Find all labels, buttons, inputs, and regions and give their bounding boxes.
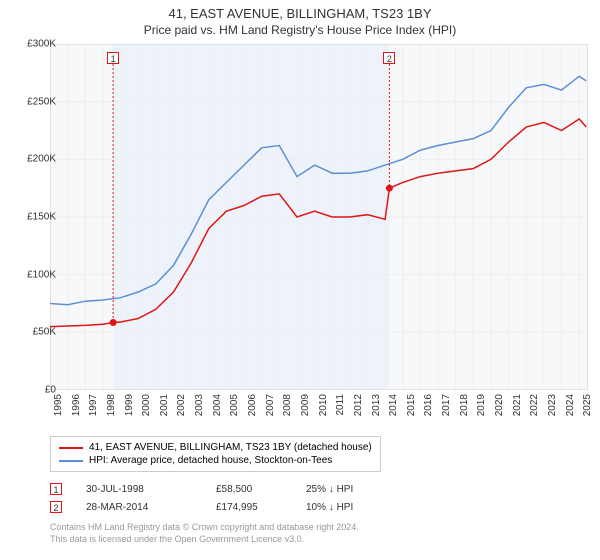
sale-price: £58,500 [216,484,306,495]
legend-label: HPI: Average price, detached house, Stoc… [89,455,332,466]
x-axis-label: 2013 [371,394,382,416]
x-axis-label: 1997 [88,394,99,416]
sale-marker-flag: 1 [107,52,119,64]
y-axis-label: £200K [27,154,56,165]
sale-marker-flag: 2 [383,52,395,64]
x-axis-label: 2018 [459,394,470,416]
x-axis-label: 1999 [124,394,135,416]
x-axis-label: 1998 [106,394,117,416]
x-axis-label: 2014 [388,394,399,416]
legend-label: 41, EAST AVENUE, BILLINGHAM, TS23 1BY (d… [89,442,372,453]
sales-table: 1 30-JUL-1998£58,50025% ↓ HPI 2 28-MAR-2014… [50,480,426,516]
x-axis-label: 1995 [53,394,64,416]
x-axis-label: 2019 [476,394,487,416]
x-axis-label: 2024 [565,394,576,416]
x-axis-label: 2002 [176,394,187,416]
x-axis-label: 2009 [300,394,311,416]
x-axis-label: 2021 [512,394,523,416]
x-axis-label: 2023 [547,394,558,416]
x-axis-label: 1996 [71,394,82,416]
legend-item: HPI: Average price, detached house, Stoc… [59,454,372,467]
y-axis-label: £150K [27,212,56,223]
x-axis-label: 2017 [441,394,452,416]
plot-area [50,44,588,390]
y-axis-label: £50K [33,327,56,338]
sale-date: 28-MAR-2014 [86,502,216,513]
x-axis-label: 2004 [212,394,223,416]
legend: 41, EAST AVENUE, BILLINGHAM, TS23 1BY (d… [50,436,381,472]
chart-subtitle: Price paid vs. HM Land Registry's House … [0,21,600,37]
sale-marker-icon: 2 [50,501,62,513]
legend-swatch [59,447,83,449]
x-axis-label: 2005 [229,394,240,416]
chart-title: 41, EAST AVENUE, BILLINGHAM, TS23 1BY [0,0,600,21]
x-axis-label: 2011 [335,394,346,416]
legend-item: 41, EAST AVENUE, BILLINGHAM, TS23 1BY (d… [59,441,372,454]
sale-pct-vs-hpi: 25% ↓ HPI [306,484,426,495]
sale-pct-vs-hpi: 10% ↓ HPI [306,502,426,513]
x-axis-label: 2007 [265,394,276,416]
x-axis-label: 2006 [247,394,258,416]
chart-container: 41, EAST AVENUE, BILLINGHAM, TS23 1BY Pr… [0,0,600,560]
x-axis-label: 2012 [353,394,364,416]
x-axis-label: 2022 [529,394,540,416]
x-axis-label: 2020 [494,394,505,416]
y-axis-label: £100K [27,269,56,280]
footer-line1: Contains HM Land Registry data © Crown c… [50,522,359,534]
sale-price: £174,995 [216,502,306,513]
y-axis-label: £300K [27,39,56,50]
x-axis-label: 2008 [282,394,293,416]
sale-row: 1 30-JUL-1998£58,50025% ↓ HPI [50,480,426,498]
x-axis-label: 2010 [318,394,329,416]
y-axis-label: £250K [27,96,56,107]
x-axis-label: 2001 [159,394,170,416]
footer-attribution: Contains HM Land Registry data © Crown c… [50,522,359,545]
chart-svg [50,44,588,390]
x-axis-label: 2000 [141,394,152,416]
sale-marker-icon: 1 [50,483,62,495]
footer-line2: This data is licensed under the Open Gov… [50,534,359,546]
x-axis-label: 2016 [423,394,434,416]
x-axis-label: 2003 [194,394,205,416]
sale-row: 2 28-MAR-2014£174,99510% ↓ HPI [50,498,426,516]
legend-swatch [59,460,83,462]
sale-date: 30-JUL-1998 [86,484,216,495]
x-axis-label: 2015 [406,394,417,416]
x-axis-label: 2025 [582,394,593,416]
